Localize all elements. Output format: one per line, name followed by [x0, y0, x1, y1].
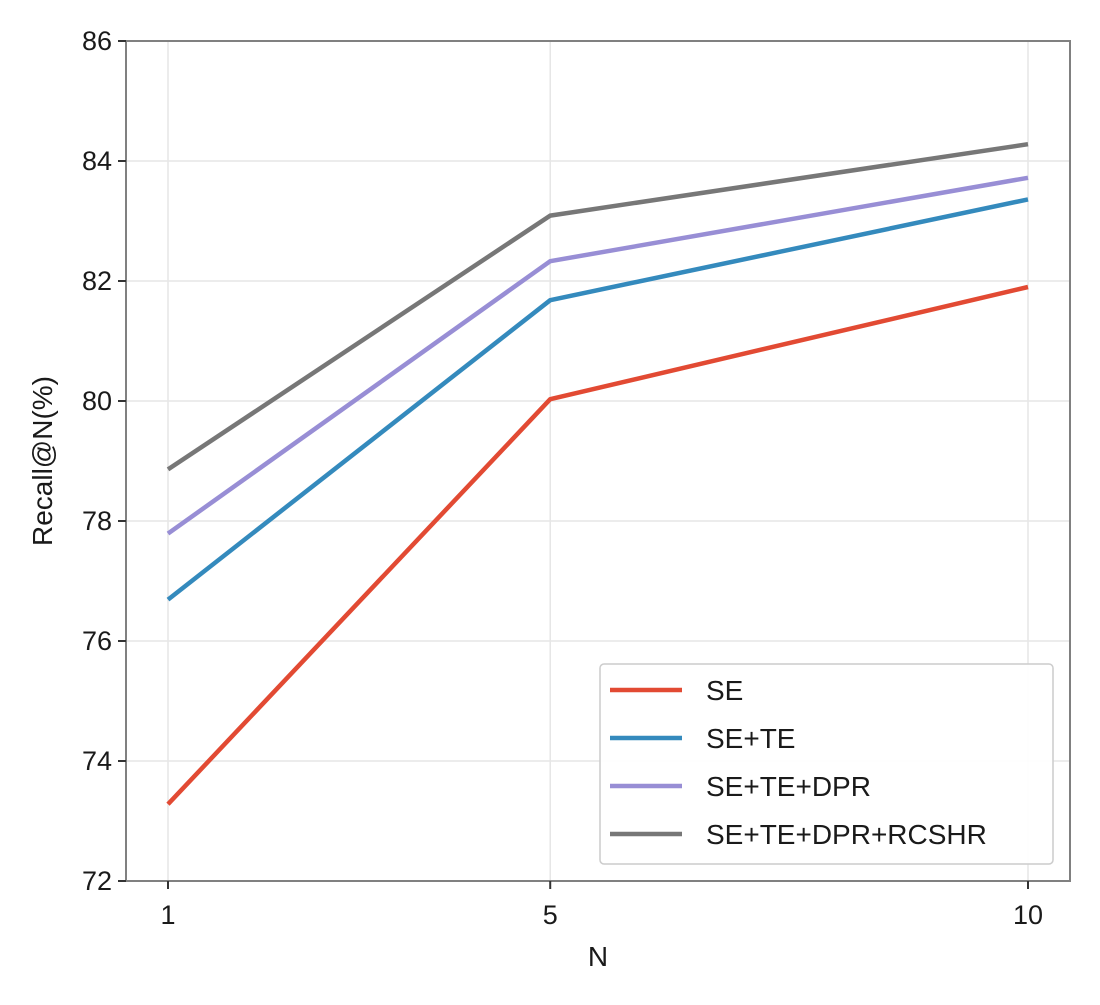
series-line-3	[166, 175, 1029, 536]
x-axis-title: N	[588, 941, 608, 972]
y-tick-label: 74	[82, 746, 112, 776]
series-line-4	[166, 141, 1029, 472]
legend-box	[599, 663, 1054, 865]
y-axis: 72 74 76 78 80 82 84 86	[82, 26, 126, 896]
grid-lines	[126, 40, 1070, 882]
x-tick-label: 10	[1013, 900, 1043, 930]
series-line-2	[166, 197, 1029, 602]
series-lines	[166, 141, 1029, 806]
legend-label: SE+TE+DPR	[706, 771, 871, 802]
y-axis-title: Recall@N(%)	[27, 376, 58, 546]
y-tick-label: 78	[82, 506, 112, 536]
y-tick-label: 84	[82, 146, 112, 176]
x-axis: 1 5 10	[160, 881, 1043, 930]
y-tick-label: 86	[82, 26, 112, 56]
y-tick-label: 82	[82, 266, 112, 296]
x-tick-label: 5	[543, 900, 558, 930]
y-tick-label: 76	[82, 626, 112, 656]
x-tick-label: 1	[160, 900, 175, 930]
legend-label: SE	[706, 675, 743, 706]
plot-area-frame	[125, 40, 1071, 882]
series-line-1	[166, 284, 1029, 806]
y-tick-label: 80	[82, 386, 112, 416]
legend: SE SE+TE SE+TE+DPR SE+TE+DPR+RCSHR	[599, 663, 1054, 865]
legend-label: SE+TE+DPR+RCSHR	[706, 819, 987, 850]
y-tick-label: 72	[82, 866, 112, 896]
legend-label: SE+TE	[706, 723, 795, 754]
